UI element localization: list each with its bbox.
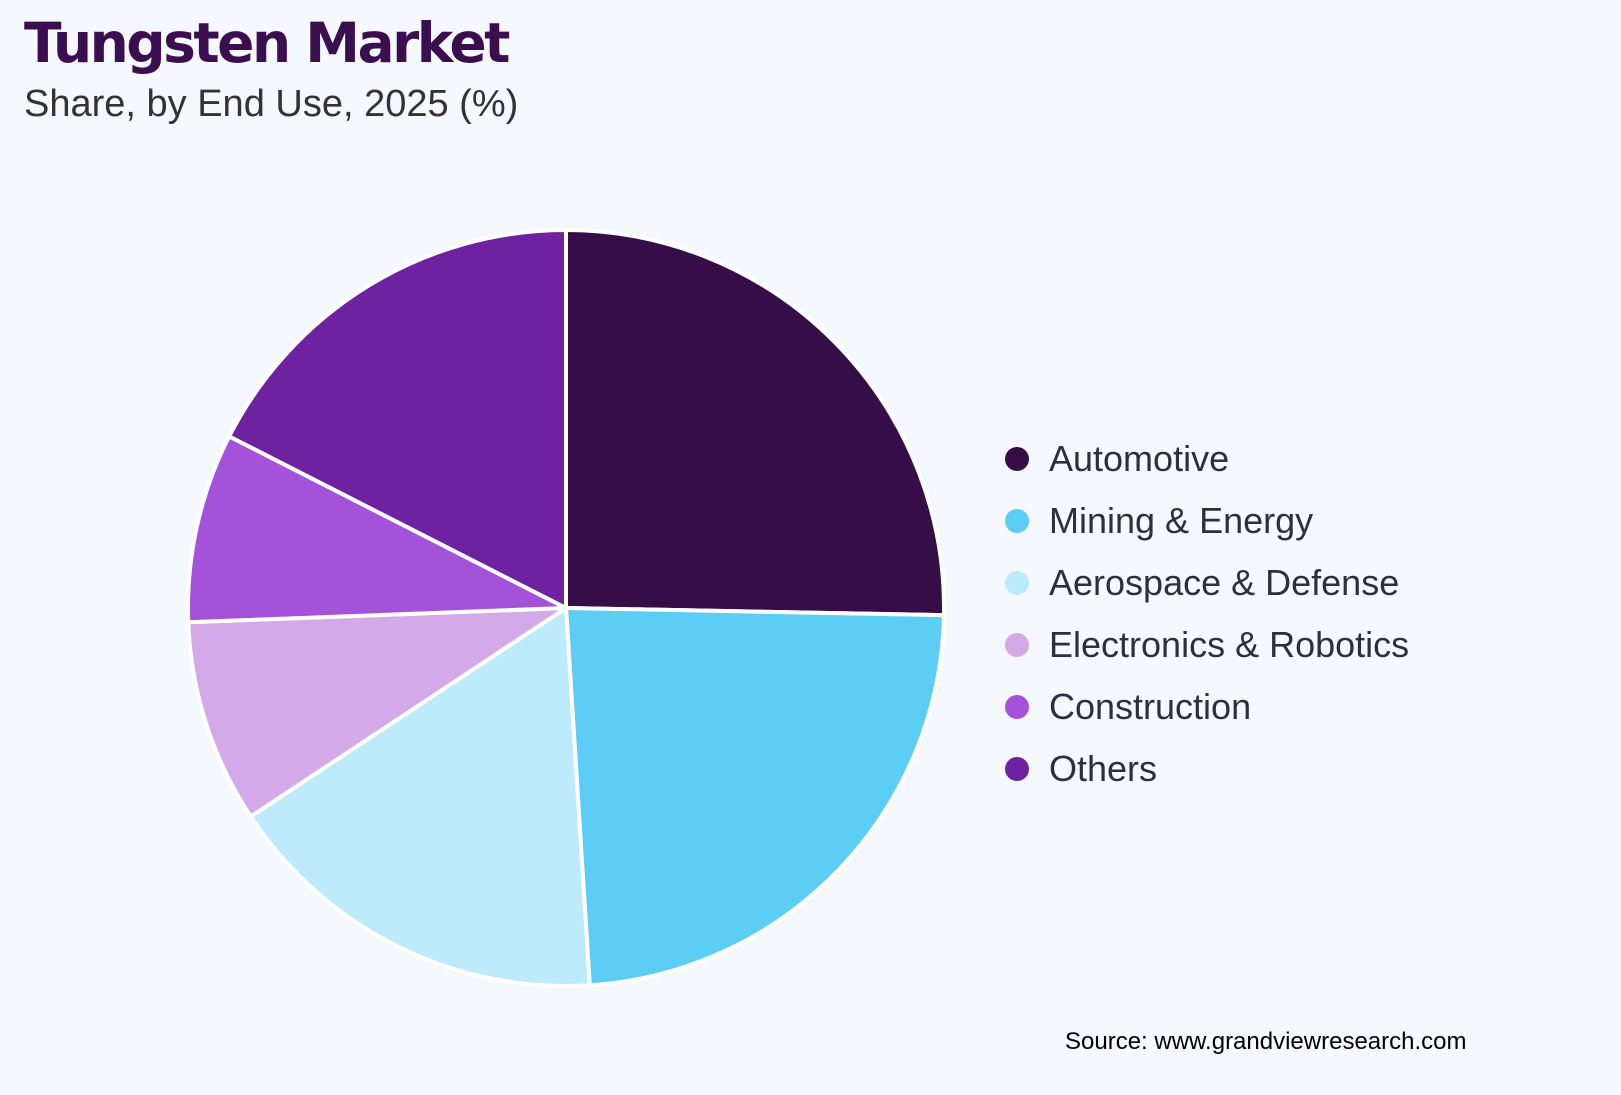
source-note: Source: www.grandviewresearch.com [1065, 1028, 1467, 1055]
pie-slice-electronics-robotics [186, 606, 568, 819]
legend-dot-icon [1005, 509, 1029, 533]
chart-title: Tungsten Market [24, 11, 510, 75]
legend-label: Construction [1049, 686, 1252, 727]
legend-dot-icon [1005, 695, 1029, 719]
legend-dot-icon [1005, 447, 1029, 471]
pie-slice-automotive [564, 228, 946, 618]
legend-label: Aerospace & Defense [1049, 562, 1400, 603]
legend-label: Others [1049, 748, 1158, 789]
legend-label: Mining & Energy [1049, 500, 1314, 541]
pie-slice-aerospace-defense [248, 606, 592, 988]
legend-item-electronics-robotics: Electronics & Robotics [1005, 614, 1409, 676]
pie-slice-mining-energy [564, 606, 946, 988]
legend-label: Electronics & Robotics [1049, 624, 1410, 665]
pie-slice-construction [186, 434, 568, 625]
pie-slice-others [227, 228, 568, 610]
legend-label: Automotive [1049, 438, 1230, 479]
chart-subtitle: Share, by End Use, 2025 (%) [24, 83, 519, 125]
legend-item-mining-energy: Mining & Energy [1005, 490, 1409, 552]
legend-item-automotive: Automotive [1005, 428, 1409, 490]
legend-dot-icon [1005, 633, 1029, 657]
legend-dot-icon [1005, 757, 1029, 781]
legend-dot-icon [1005, 571, 1029, 595]
legend-item-others: Others [1005, 738, 1409, 800]
legend-item-aerospace-defense: Aerospace & Defense [1005, 552, 1409, 614]
chart-legend: Automotive Mining & Energy Aerospace & Def… [1005, 428, 1409, 800]
legend-item-construction: Construction [1005, 676, 1409, 738]
